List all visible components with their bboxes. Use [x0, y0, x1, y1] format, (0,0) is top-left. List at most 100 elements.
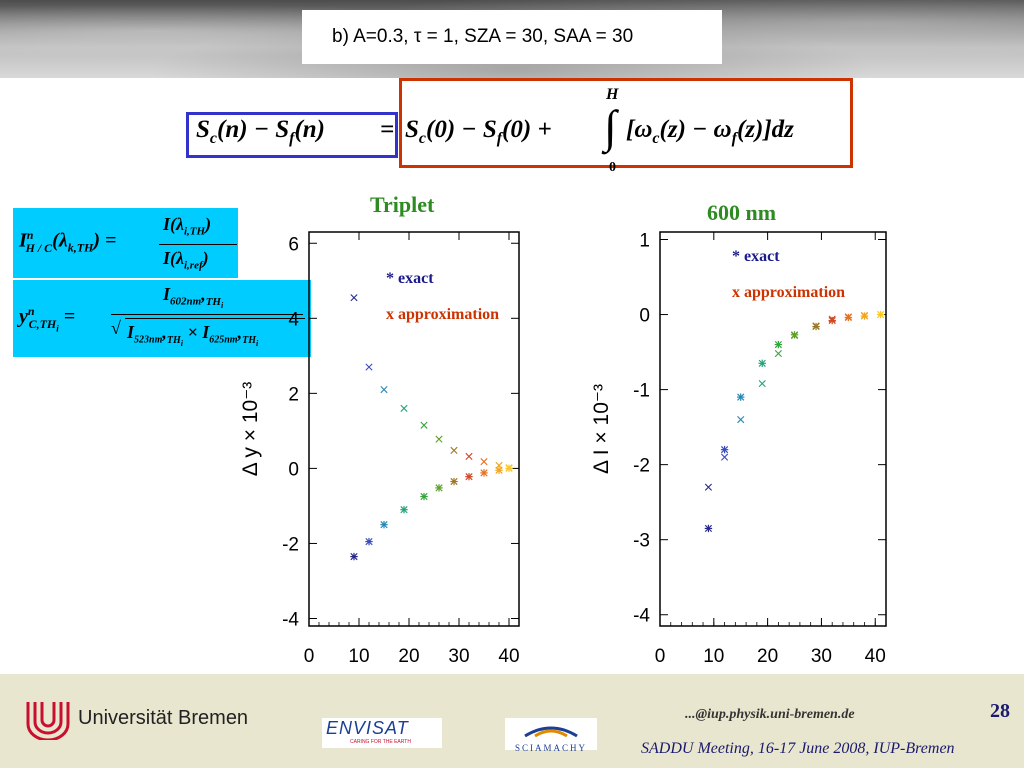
university-name: Universität Bremen: [78, 707, 249, 729]
approximation-point: [844, 313, 852, 321]
approximation-point: [758, 380, 766, 388]
equation-integrand: [ωc(z) − ωf(z)]dz: [626, 116, 794, 147]
x-tick-label: 0: [655, 646, 666, 667]
approx-stroke: [465, 452, 473, 460]
x-tick-label: 40: [865, 646, 886, 667]
approx-stroke: [812, 322, 820, 330]
integral-lower-limit: 0: [609, 160, 616, 175]
legend-approx-triplet: x approximation: [386, 306, 500, 323]
color-index-formula: ynC,THi = I602nm,THi √ I523nm,THi × I625…: [13, 280, 311, 357]
exact-point: [350, 552, 358, 561]
equation-right-first: Sc(0) − Sf(0) +: [405, 116, 552, 147]
y-tick-label: -3: [633, 531, 650, 552]
approx-stroke: [420, 421, 428, 429]
approximation-point: [860, 311, 869, 319]
y-tick-label: -2: [633, 456, 650, 477]
equation-left-side: Sc(n) − Sf(n): [196, 116, 326, 147]
approx-stroke: [495, 461, 503, 469]
approximation-point: [365, 363, 373, 371]
approximation-point: [505, 464, 513, 472]
exact-point: [774, 340, 783, 349]
x-tick-label: 10: [348, 646, 369, 667]
approx-stroke: [365, 363, 373, 371]
approx-stroke: [844, 313, 852, 321]
approximation-point: [704, 483, 713, 491]
case-parameters-label: b) A=0.3, τ = 1, SZA = 30, SAA = 30: [302, 10, 722, 64]
y-tick-label: -4: [282, 609, 299, 630]
legend-approx-600nm: x approximation: [732, 284, 846, 301]
approx-stroke: [860, 311, 869, 319]
approx-stroke: [505, 464, 513, 472]
approx-stroke: [435, 435, 443, 443]
exact-point: [380, 520, 388, 529]
approx-stroke: [877, 310, 885, 319]
y-axis-label: Δ y × 10⁻³: [239, 382, 262, 477]
approx-stroke: [758, 380, 766, 388]
approx-stroke: [774, 349, 782, 358]
approximation-point: [465, 452, 473, 460]
approximation-point: [828, 315, 836, 323]
approx-stroke: [720, 453, 729, 461]
exact-point: [720, 445, 729, 454]
university-logo-icon: [25, 700, 71, 742]
exact-point: [480, 469, 488, 477]
approximation-point: [737, 416, 745, 424]
y-tick-label: -4: [633, 606, 650, 627]
approximation-point: [720, 453, 729, 461]
approximation-point: [400, 404, 408, 412]
integral-sign: ∫: [604, 101, 617, 152]
sciamachy-arc-icon: [524, 726, 578, 738]
approximation-point: [790, 331, 799, 340]
x-tick-label: 20: [398, 646, 419, 667]
equation-equals: =: [380, 116, 395, 143]
exact-point: [420, 492, 428, 501]
y-tick-label: 0: [288, 459, 299, 480]
approximation-point: [380, 386, 388, 394]
y-axis-label: Δ I × 10⁻³: [590, 384, 613, 474]
exact-point: [737, 393, 745, 401]
x-tick-label: 30: [811, 646, 832, 667]
approx-stroke: [828, 315, 836, 323]
approximation-point: [812, 322, 820, 330]
exact-point: [450, 477, 458, 486]
approx-stroke: [704, 483, 713, 491]
x-tick-label: 30: [448, 646, 469, 667]
approximation-point: [435, 435, 443, 443]
chart-title-600nm: 600 nm: [707, 200, 777, 225]
chart-title-triplet: Triplet: [370, 192, 435, 217]
envisat-tagline: CARING FOR THE EARTH: [350, 739, 411, 745]
exact-point: [435, 484, 443, 492]
approximation-point: [350, 294, 358, 302]
envisat-wordmark: ENVISAT: [326, 718, 409, 738]
y-tick-label: 0: [639, 306, 650, 327]
exact-point: [465, 472, 473, 481]
approx-stroke: [400, 404, 408, 412]
x-tick-label: 40: [498, 646, 519, 667]
page-number: 28: [990, 700, 1010, 722]
approximation-point: [480, 458, 488, 466]
approximation-point: [495, 461, 503, 469]
exact-point: [828, 316, 836, 325]
sciamachy-logo: SCIAMACHY: [505, 718, 597, 753]
exact-point: [400, 505, 408, 514]
envisat-logo: ENVISAT CARING FOR THE EARTH: [322, 718, 442, 748]
x-tick-label: 10: [703, 646, 724, 667]
approximation-point: [877, 310, 885, 319]
integral-upper-limit: H: [606, 86, 619, 103]
contact-email[interactable]: ...@iup.physik.uni-bremen.de: [685, 707, 855, 722]
y-tick-label: -1: [633, 381, 650, 402]
exact-point: [365, 537, 373, 546]
legend-exact-triplet: * exact: [386, 270, 434, 287]
y-tick-label: 2: [288, 384, 299, 405]
y-tick-label: 1: [639, 231, 650, 252]
sciamachy-wordmark: SCIAMACHY: [514, 743, 587, 753]
approx-stroke: [450, 446, 458, 454]
approx-stroke: [380, 386, 388, 394]
equation-right-box: [399, 78, 853, 168]
y-tick-label: 4: [288, 309, 299, 330]
x-tick-label: 0: [304, 646, 315, 667]
meeting-info: SADDU Meeting, 16-17 June 2008, IUP-Brem…: [641, 740, 955, 757]
plot-frame: [308, 231, 520, 627]
approximation-point: [774, 349, 782, 358]
